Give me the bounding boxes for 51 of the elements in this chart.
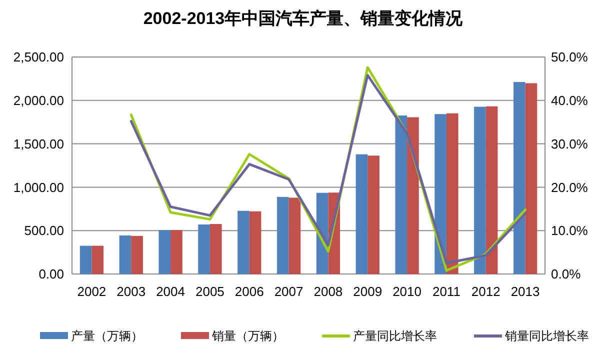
y-tick-label: 500.00 [24,223,64,238]
bar [276,196,289,274]
y2-tick-label: 0.0% [551,266,582,282]
x-tick-label: 2005 [195,284,224,299]
bar [131,236,143,274]
y-tick-label: 1,500.00 [13,136,64,152]
x-tick-label: 2002 [77,284,106,299]
y-tick-label: 0.00 [38,266,64,282]
x-tick-label: 2008 [314,284,343,299]
x-tick-label: 2004 [156,284,186,299]
legend-label: 销量同比增长率 [504,329,589,344]
bar [434,114,446,274]
chart-title: 2002-2013年中国汽车产量、销量变化情况 [143,9,464,28]
bar [80,246,92,274]
bar [395,116,408,274]
x-tick-label: 2003 [116,284,146,299]
bar [525,83,538,274]
legend-label: 产量同比增长率 [353,329,437,344]
y-tick-label: 1,000.00 [13,180,64,195]
legend-label: 销量（万辆） [211,329,284,344]
bar [92,246,104,274]
bar [288,198,301,274]
bar [249,211,262,274]
bar [170,230,182,274]
x-tick-label: 2007 [274,284,304,299]
x-tick-label: 2013 [510,284,540,299]
bar [407,117,419,274]
bar [198,224,210,274]
bar [513,82,526,274]
bar [158,230,171,274]
x-tick-label: 2011 [432,284,460,299]
bar [486,106,498,274]
bar [446,113,458,274]
bar [474,106,486,274]
bar [119,235,132,274]
y2-tick-label: 50.0% [551,50,588,65]
x-tick-label: 2009 [353,284,382,299]
legend-label: 产量（万辆） [71,329,143,344]
bar [368,156,380,274]
y2-tick-label: 30.0% [551,136,588,152]
y2-tick-label: 10.0% [551,223,588,238]
x-tick-label: 2006 [234,284,264,299]
y2-tick-label: 40.0% [551,92,588,108]
bar [356,154,368,274]
x-tick-label: 2010 [392,284,422,299]
x-tick-label: 2012 [471,284,500,299]
y-tick-label: 2,500.00 [13,50,64,65]
bar [210,224,222,274]
bar [238,210,250,274]
y-tick-label: 2,000.00 [13,92,64,108]
y2-tick-label: 20.0% [551,180,588,195]
